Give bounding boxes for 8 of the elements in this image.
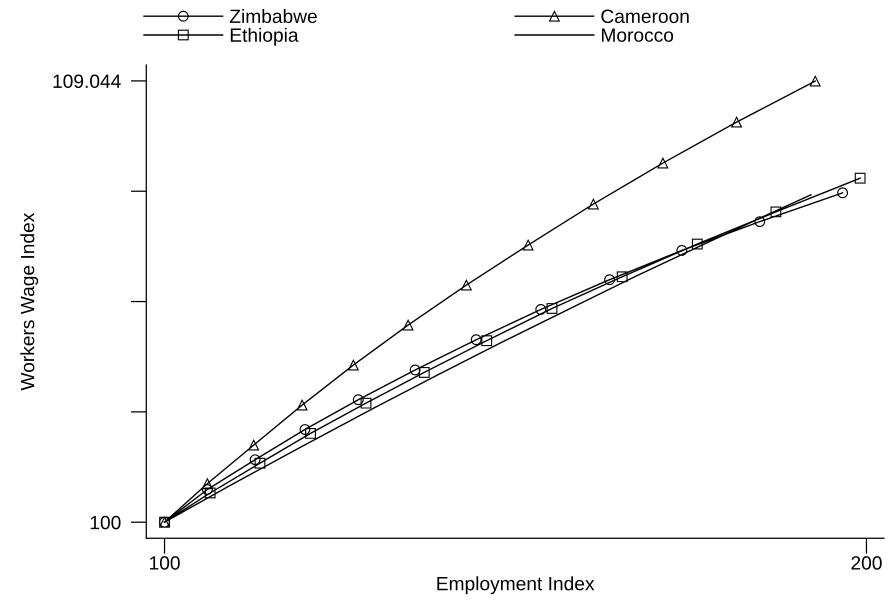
legend-label: Ethiopia (230, 28, 299, 46)
y-axis-title: Workers Wage Index (20, 212, 38, 391)
legend-label: Cameroon (601, 10, 689, 24)
legend-label: Morocco (602, 28, 674, 42)
y-tick-label: 109.044 (53, 74, 121, 88)
legend-label: Zimbabwe (230, 9, 317, 24)
x-axis-title: Employment Index (437, 576, 594, 594)
x-tick-label: 200 (851, 556, 882, 570)
